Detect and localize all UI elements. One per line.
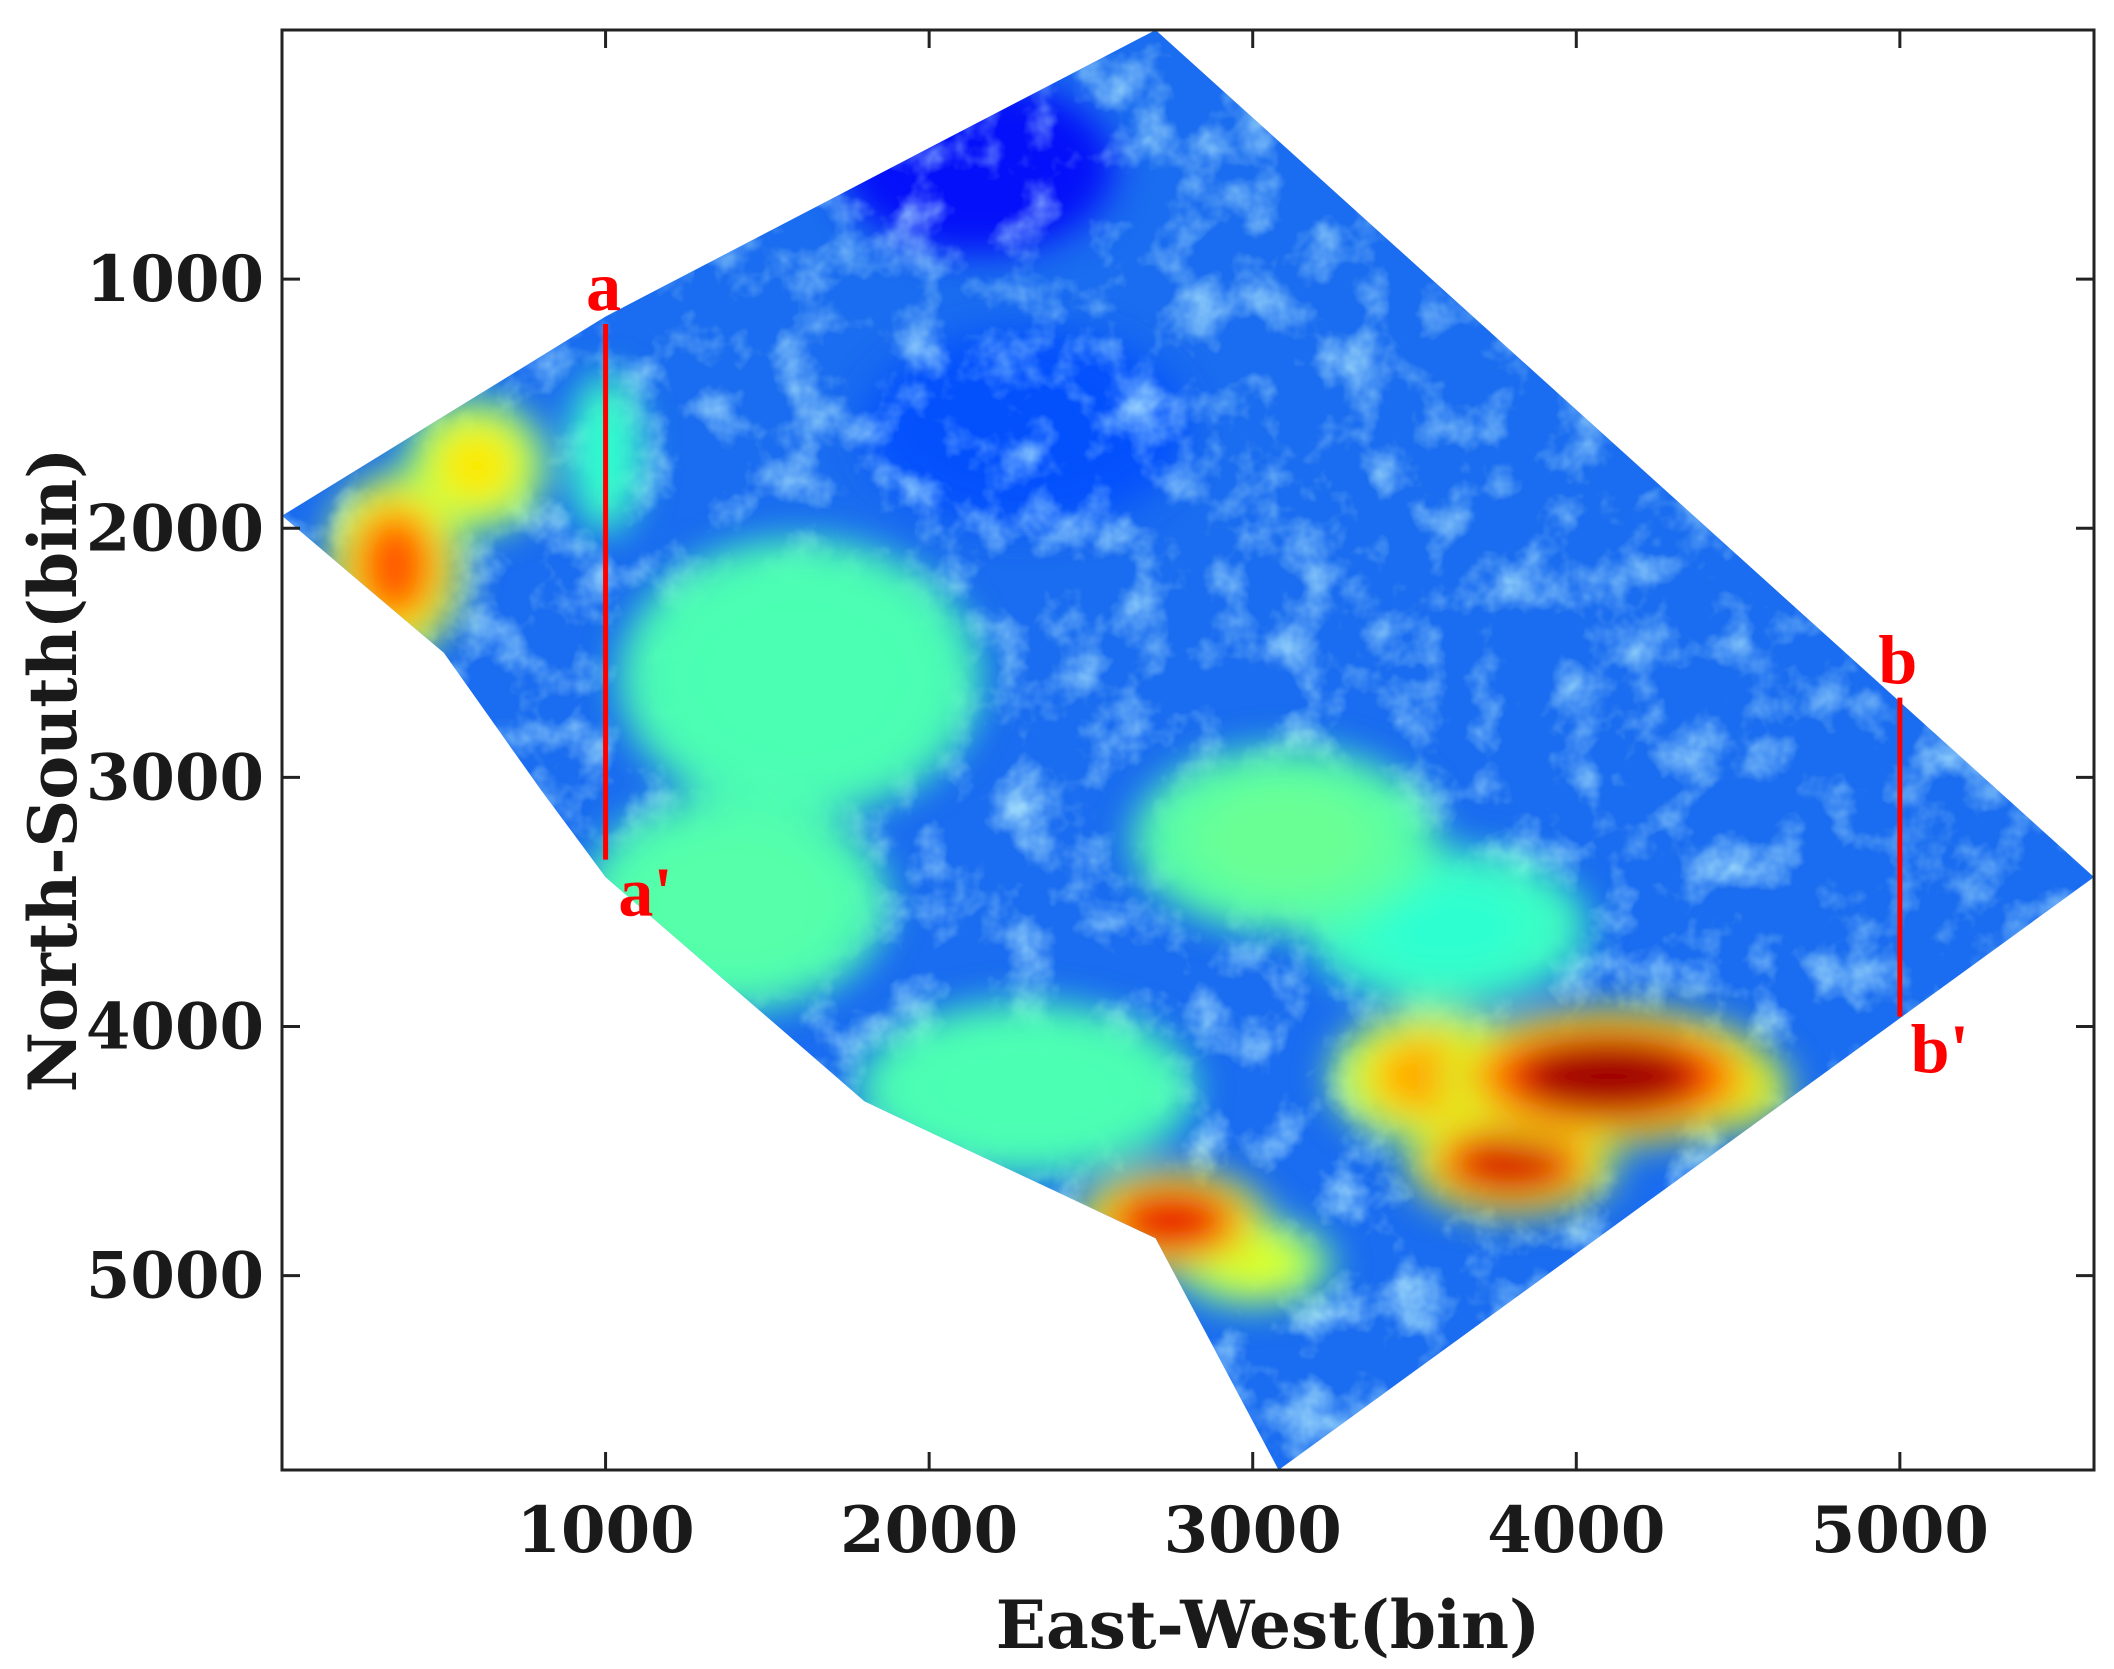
zone-3-layer-3 <box>939 1044 1114 1134</box>
y-tick-label-4000: 4000 <box>86 990 264 1065</box>
profile-label-start-b: b <box>1878 623 1917 700</box>
zone-1-layer-3 <box>1374 886 1520 967</box>
y-tick-label-5000: 5000 <box>86 1239 264 1314</box>
x-tick-label-2000: 2000 <box>840 1493 1018 1568</box>
profile-label-end-b: b' <box>1911 1012 1969 1089</box>
axis-ticks: 1000 2000 3000 4000 5000 1000 2000 3000 4000 5000 <box>86 30 2094 1568</box>
profile-label-start-a: a <box>586 249 621 326</box>
x-tick-label-5000: 5000 <box>1811 1493 1989 1568</box>
zone-2-layer-3 <box>706 605 893 750</box>
zone-13-layer-3 <box>1521 1041 1696 1112</box>
zone-7-layer-3 <box>438 430 514 502</box>
zone-5-layer-3 <box>1206 791 1364 888</box>
x-tick-label-1000: 1000 <box>517 1493 695 1568</box>
y-tick-label-1000: 1000 <box>86 242 264 317</box>
zone-12-layer-3 <box>1457 1136 1566 1191</box>
x-axis-title: East-West(bin) <box>996 1586 1541 1664</box>
y-tick-label-2000: 2000 <box>86 491 264 566</box>
zone-4-layer-3 <box>656 846 814 958</box>
y-tick-label-3000: 3000 <box>86 740 264 815</box>
zone-11-layer-3 <box>1122 1193 1222 1248</box>
survey-area <box>282 30 2094 1470</box>
zone-9-layer-3 <box>360 517 431 614</box>
profile-label-end-a: a' <box>618 855 672 932</box>
x-tick-label-3000: 3000 <box>1164 1493 1342 1568</box>
x-tick-label-4000: 4000 <box>1487 1493 1665 1568</box>
plot-frame <box>280 28 2096 1472</box>
y-axis-title: North-South(bin) <box>14 448 92 1093</box>
profile-lines: a a' b b' <box>586 249 1969 1089</box>
